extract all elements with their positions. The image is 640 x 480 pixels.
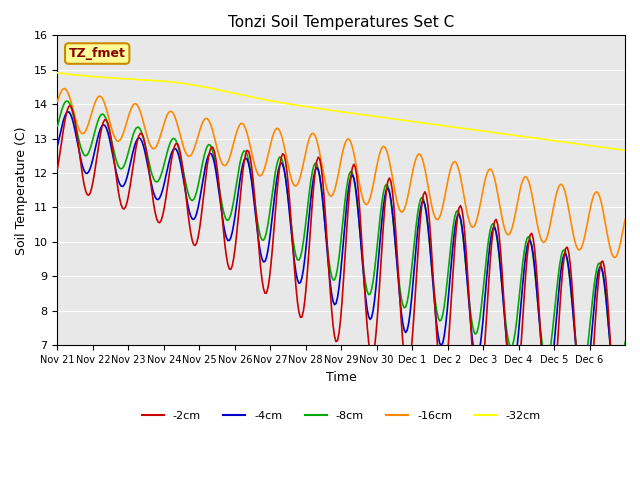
Title: Tonzi Soil Temperatures Set C: Tonzi Soil Temperatures Set C	[228, 15, 454, 30]
Y-axis label: Soil Temperature (C): Soil Temperature (C)	[15, 126, 28, 254]
Legend: -2cm, -4cm, -8cm, -16cm, -32cm: -2cm, -4cm, -8cm, -16cm, -32cm	[138, 407, 545, 425]
Text: TZ_fmet: TZ_fmet	[68, 47, 125, 60]
X-axis label: Time: Time	[326, 371, 356, 384]
